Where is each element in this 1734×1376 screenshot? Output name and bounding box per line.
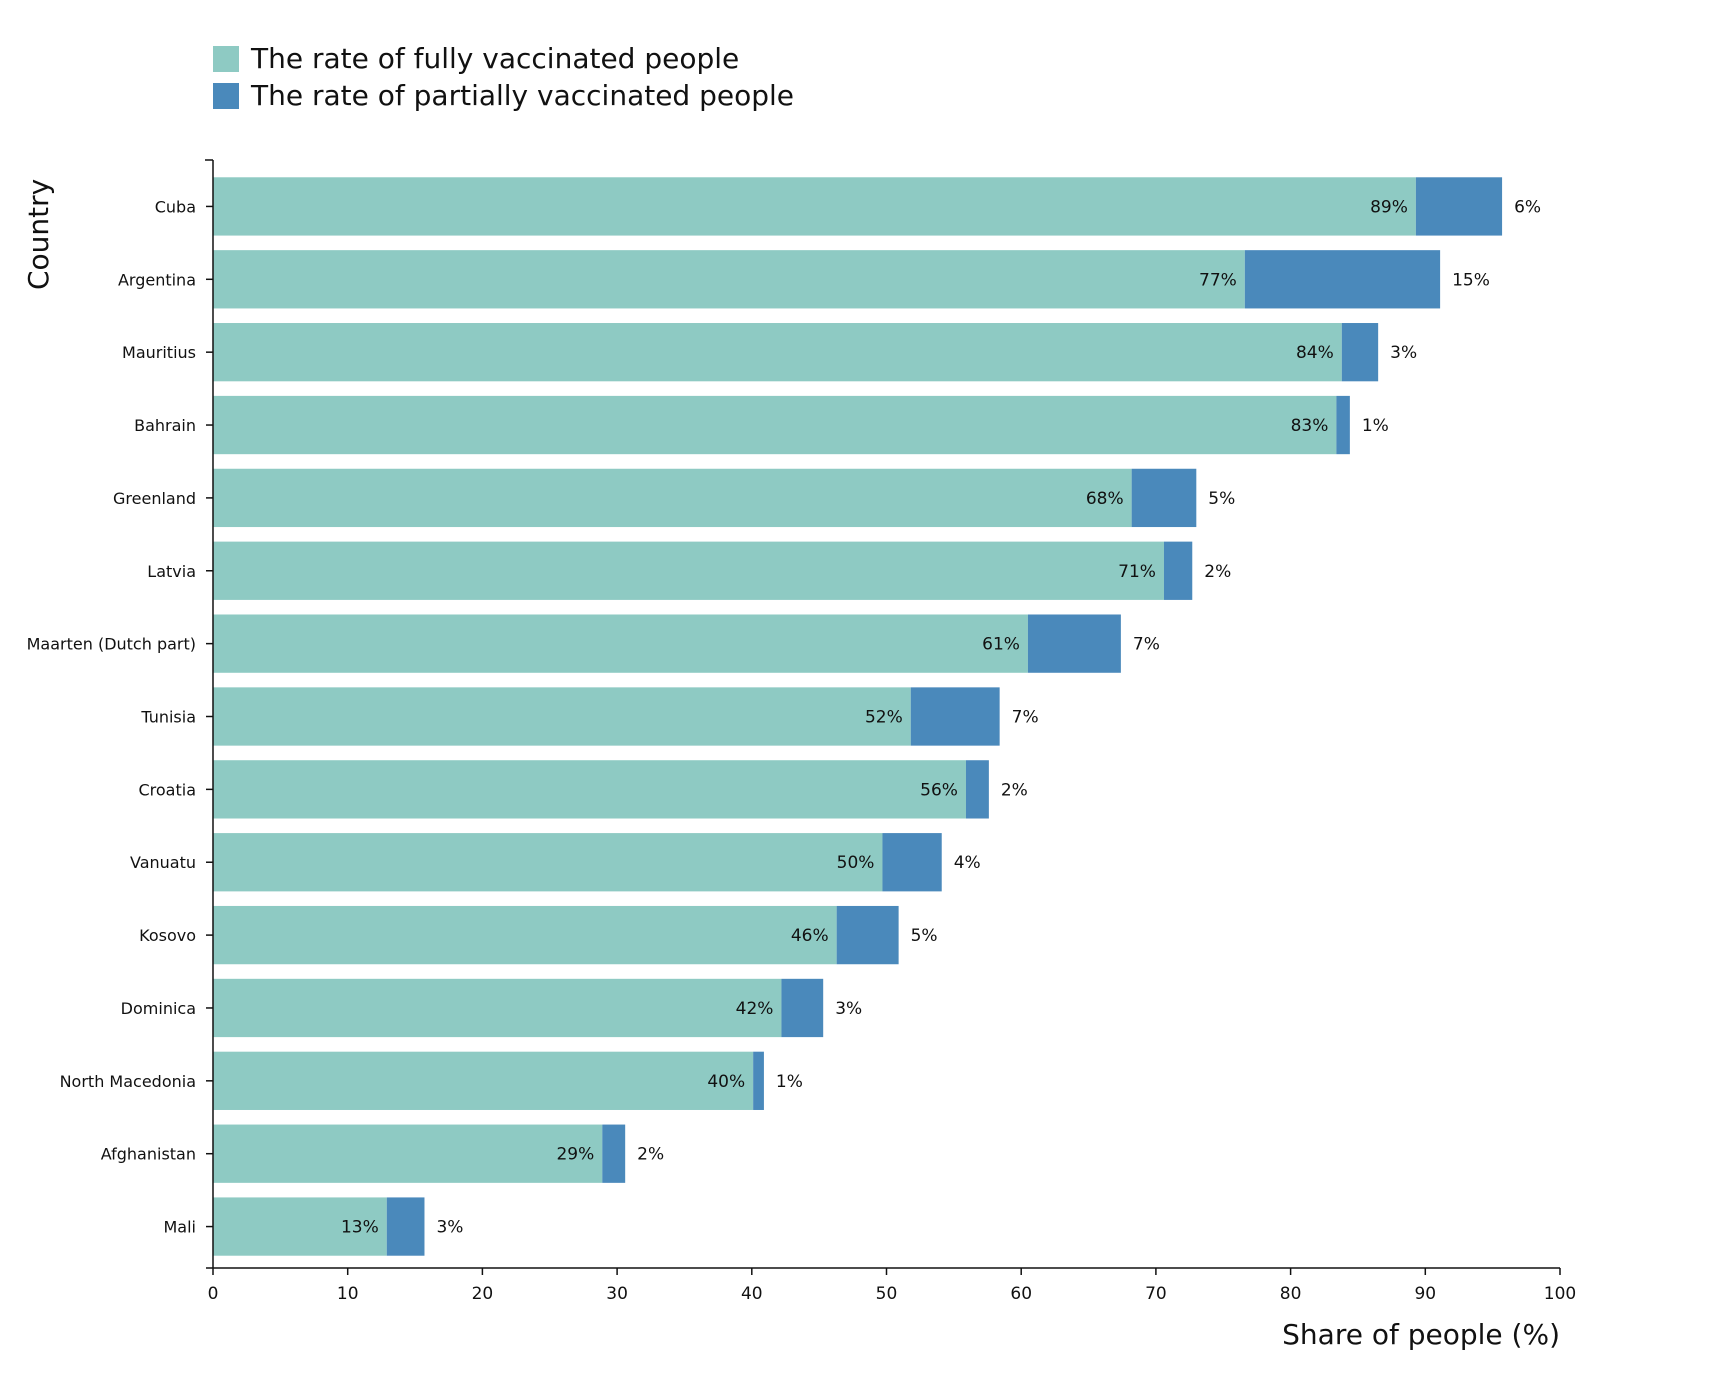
data-label-partially: 2% <box>1204 562 1231 582</box>
data-label-partially: 1% <box>776 1072 803 1092</box>
x-tick-label: 10 <box>337 1284 359 1304</box>
y-tick-label: North Macedonia <box>60 1072 196 1091</box>
x-tick-label: 60 <box>1010 1284 1032 1304</box>
data-label-partially: 2% <box>1001 780 1028 800</box>
bar-fully <box>213 760 966 819</box>
y-tick-label: Afghanistan <box>101 1145 196 1164</box>
y-tick-label: Tunisia <box>140 708 196 727</box>
data-label-partially: 7% <box>1012 708 1039 728</box>
data-label-fully: 46% <box>791 926 829 946</box>
x-tick-label: 90 <box>1414 1284 1436 1304</box>
data-label-fully: 68% <box>1086 489 1124 509</box>
y-tick-label: Bahrain <box>134 416 196 435</box>
bar-fully <box>213 1051 754 1110</box>
bar-fully <box>213 1124 603 1183</box>
bar-partially <box>1163 541 1193 600</box>
data-label-partially: 5% <box>911 926 938 946</box>
data-label-fully: 29% <box>556 1145 594 1165</box>
bar-fully <box>213 250 1245 309</box>
bar-fully <box>213 541 1164 600</box>
bar-partially <box>1027 614 1121 673</box>
data-label-fully: 61% <box>982 635 1020 655</box>
data-label-partially: 3% <box>436 1218 463 1238</box>
bar-partially <box>1244 250 1441 309</box>
bar-partially <box>781 978 824 1038</box>
data-label-partially: 7% <box>1133 635 1160 655</box>
x-tick-label: 100 <box>1544 1284 1576 1304</box>
legend-item-partially: The rate of partially vaccinated people <box>213 77 794 114</box>
y-tick-label: Vanuatu <box>130 853 196 872</box>
bar-partially <box>836 905 899 965</box>
x-tick-label: 40 <box>741 1284 763 1304</box>
y-tick-label: Croatia <box>138 780 196 799</box>
x-tick-label: 80 <box>1280 1284 1302 1304</box>
x-tick-label: 70 <box>1145 1284 1167 1304</box>
data-label-fully: 40% <box>707 1072 745 1092</box>
y-tick-label: Argentina <box>118 270 196 289</box>
data-label-fully: 83% <box>1291 416 1329 436</box>
bar-partially <box>386 1197 425 1256</box>
bar-fully <box>213 468 1132 528</box>
x-tick-label: 0 <box>208 1284 219 1304</box>
y-tick-label: Cuba <box>155 197 196 216</box>
data-label-partially: 1% <box>1362 416 1389 436</box>
bar-partially <box>753 1051 764 1110</box>
data-label-partially: 6% <box>1514 197 1541 217</box>
legend-label-partially: The rate of partially vaccinated people <box>251 79 795 112</box>
data-label-partially: 2% <box>637 1145 664 1165</box>
bar-fully <box>213 1197 387 1256</box>
data-label-partially: 3% <box>835 999 862 1019</box>
y-tick-label: Kosovo <box>139 926 196 945</box>
bar-partially <box>882 833 942 892</box>
data-label-fully: 89% <box>1370 197 1408 217</box>
x-tick-label: 20 <box>472 1284 494 1304</box>
data-label-partially: 15% <box>1452 270 1490 290</box>
y-tick-label: Mauritius <box>122 343 196 362</box>
legend-item-fully: The rate of fully vaccinated people <box>213 40 794 77</box>
bar-fully <box>213 905 837 965</box>
bar-partially <box>602 1124 626 1183</box>
bar-fully <box>213 687 911 746</box>
x-tick-label: 30 <box>606 1284 628 1304</box>
data-label-fully: 50% <box>837 853 875 873</box>
data-label-fully: 52% <box>865 708 903 728</box>
data-label-fully: 42% <box>736 999 774 1019</box>
bar-partially <box>1131 468 1197 528</box>
data-label-partially: 3% <box>1390 343 1417 363</box>
legend: The rate of fully vaccinated people The … <box>213 40 794 114</box>
bar-fully <box>213 177 1416 236</box>
x-tick-label: 50 <box>876 1284 898 1304</box>
data-label-fully: 56% <box>920 780 958 800</box>
bar-fully <box>213 323 1342 382</box>
bar-partially <box>1341 323 1379 382</box>
data-label-partially: 5% <box>1208 489 1235 509</box>
bar-partially <box>1415 177 1503 236</box>
y-tick-label: Mali <box>164 1218 197 1237</box>
data-label-partially: 4% <box>954 853 981 873</box>
y-tick-label: Latvia <box>147 562 196 581</box>
y-tick-label: Greenland <box>113 489 196 508</box>
data-label-fully: 71% <box>1118 562 1156 582</box>
bar-fully <box>213 395 1337 455</box>
bar-fully <box>213 978 782 1038</box>
data-label-fully: 77% <box>1199 270 1237 290</box>
data-label-fully: 13% <box>341 1218 379 1238</box>
bar-partially <box>1336 395 1350 455</box>
legend-label-fully: The rate of fully vaccinated people <box>251 42 740 75</box>
y-tick-label: Maarten (Dutch part) <box>27 635 196 654</box>
legend-swatch-fully <box>213 45 239 72</box>
legend-swatch-partially <box>213 82 239 109</box>
bar-partially <box>910 687 1000 746</box>
y-tick-label: Dominica <box>121 999 196 1018</box>
x-axis-title: Share of people (%) <box>1282 1318 1560 1351</box>
bar-partially <box>965 760 989 819</box>
bar-fully <box>213 833 883 892</box>
bar-fully <box>213 614 1028 673</box>
data-label-fully: 84% <box>1296 343 1334 363</box>
